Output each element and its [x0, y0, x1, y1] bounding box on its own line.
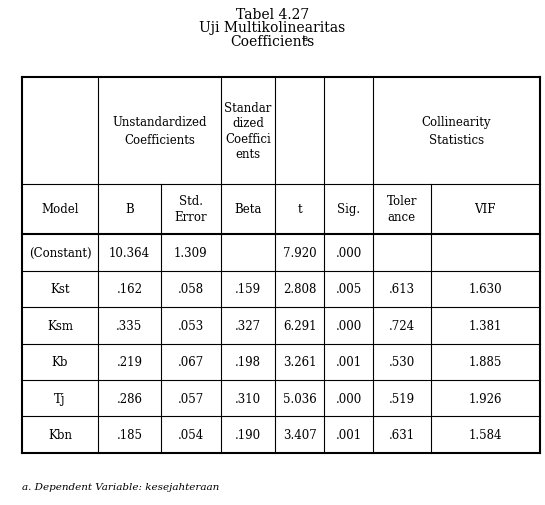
- Text: .000: .000: [336, 246, 362, 260]
- Text: Kst: Kst: [50, 283, 70, 296]
- Text: .054: .054: [178, 428, 204, 441]
- Text: .530: .530: [389, 356, 415, 369]
- Text: .162: .162: [117, 283, 142, 296]
- Text: 1.630: 1.630: [468, 283, 502, 296]
- Text: .631: .631: [389, 428, 415, 441]
- Text: 6.291: 6.291: [283, 319, 317, 332]
- Text: .001: .001: [336, 356, 362, 369]
- Text: VIF: VIF: [474, 203, 496, 216]
- Text: .219: .219: [117, 356, 142, 369]
- Text: .053: .053: [178, 319, 204, 332]
- Text: 1.584: 1.584: [468, 428, 502, 441]
- Text: Standar
dized
Coeffici
ents: Standar dized Coeffici ents: [225, 102, 271, 161]
- Text: .724: .724: [389, 319, 415, 332]
- Text: (Constant): (Constant): [29, 246, 91, 260]
- Text: .519: .519: [389, 392, 415, 405]
- Text: .286: .286: [117, 392, 142, 405]
- Text: .058: .058: [178, 283, 204, 296]
- Text: Collinearity
Statistics: Collinearity Statistics: [422, 116, 491, 147]
- Text: 3.407: 3.407: [283, 428, 317, 441]
- Text: Unstandardized
Coefficients: Unstandardized Coefficients: [112, 116, 207, 147]
- Text: Beta: Beta: [234, 203, 262, 216]
- Text: Kbn: Kbn: [48, 428, 72, 441]
- Text: .159: .159: [235, 283, 261, 296]
- Text: 3.261: 3.261: [283, 356, 317, 369]
- Text: .185: .185: [117, 428, 142, 441]
- Text: .067: .067: [178, 356, 204, 369]
- Text: Ksm: Ksm: [47, 319, 73, 332]
- Text: .198: .198: [235, 356, 261, 369]
- Text: .613: .613: [389, 283, 415, 296]
- Text: 5.036: 5.036: [283, 392, 317, 405]
- Text: 2.808: 2.808: [283, 283, 317, 296]
- Text: .000: .000: [336, 319, 362, 332]
- Text: .335: .335: [116, 319, 143, 332]
- Text: Toler
ance: Toler ance: [387, 195, 417, 224]
- Text: 1.926: 1.926: [468, 392, 502, 405]
- Text: 1.309: 1.309: [174, 246, 208, 260]
- Text: Uji Multikolinearitas: Uji Multikolinearitas: [199, 21, 346, 35]
- Text: 10.364: 10.364: [109, 246, 150, 260]
- Text: t: t: [298, 203, 302, 216]
- Text: 1.885: 1.885: [468, 356, 502, 369]
- Text: Kb: Kb: [52, 356, 68, 369]
- Text: .310: .310: [235, 392, 261, 405]
- Text: Sig.: Sig.: [337, 203, 360, 216]
- Text: Std.
Error: Std. Error: [174, 195, 207, 224]
- Text: .190: .190: [235, 428, 261, 441]
- Text: 1.381: 1.381: [468, 319, 502, 332]
- Text: 7.920: 7.920: [283, 246, 317, 260]
- Text: a. Dependent Variable: kesejahteraan: a. Dependent Variable: kesejahteraan: [22, 482, 219, 491]
- Text: a: a: [302, 34, 308, 43]
- Text: Model: Model: [41, 203, 78, 216]
- Text: .005: .005: [336, 283, 362, 296]
- Text: .057: .057: [178, 392, 204, 405]
- Text: Tabel 4.27: Tabel 4.27: [236, 8, 309, 22]
- Text: .001: .001: [336, 428, 362, 441]
- Text: .327: .327: [235, 319, 261, 332]
- Text: .000: .000: [336, 392, 362, 405]
- Text: Coefficients: Coefficients: [231, 35, 314, 49]
- Text: Tj: Tj: [54, 392, 66, 405]
- Text: B: B: [125, 203, 134, 216]
